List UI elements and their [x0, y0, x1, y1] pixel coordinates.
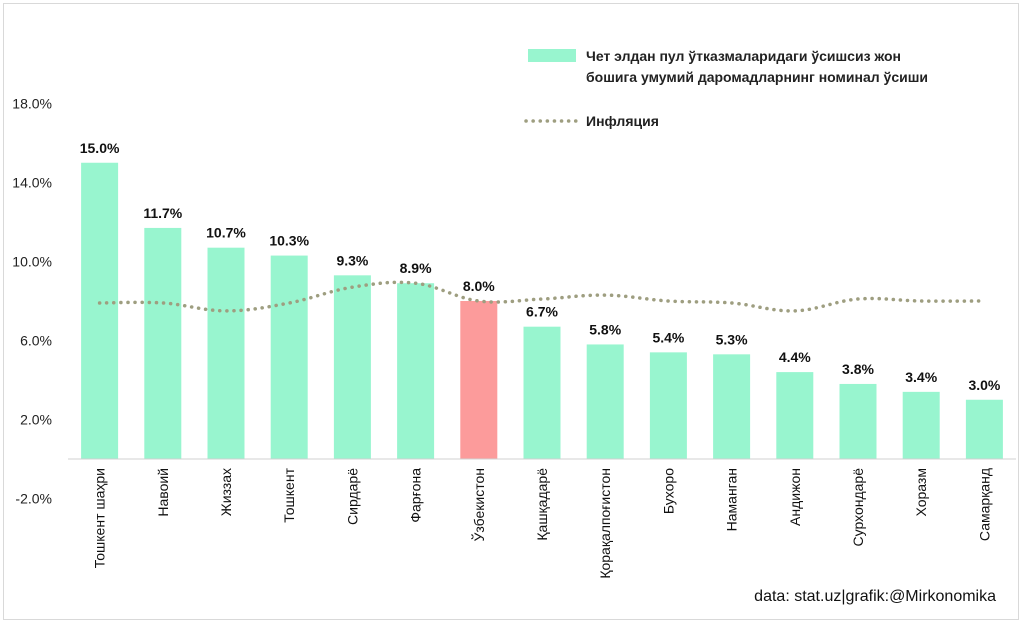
x-tick-label: Наманган	[724, 468, 740, 531]
data-label: 5.8%	[589, 321, 621, 337]
bar	[271, 256, 308, 459]
y-tick-label: 14.0%	[12, 175, 52, 191]
bar	[208, 248, 245, 459]
y-axis: -2.0% 2.0% 6.0% 10.0% 14.0% 18.0%	[12, 96, 52, 507]
x-tick-label: Навоий	[155, 468, 171, 517]
legend-bar-swatch	[528, 49, 576, 62]
data-label: 5.3%	[716, 331, 748, 347]
x-tick-label: Фарғона	[408, 468, 424, 523]
x-tick-label: Самарқанд	[976, 468, 992, 541]
x-tick-label: Ўзбекистон	[470, 468, 487, 542]
bar	[397, 283, 434, 459]
x-tick-label: Бухоро	[660, 468, 676, 514]
bar	[81, 163, 118, 459]
y-tick-label: 10.0%	[12, 254, 52, 270]
x-tick-label: Сурхондарё	[850, 468, 866, 547]
bar	[334, 275, 371, 459]
data-label: 10.3%	[269, 233, 309, 249]
x-tick-label: Хоразм	[913, 468, 929, 516]
y-tick-label: 6.0%	[20, 333, 52, 349]
bar	[713, 354, 750, 459]
x-tick-label: Тошкент шаҳри	[92, 468, 108, 568]
legend-bar-label-line2: бошига умумий даромадларнинг номинал ўси…	[586, 69, 928, 85]
data-label: 10.7%	[206, 225, 246, 241]
data-label: 4.4%	[779, 349, 811, 365]
bar	[144, 228, 181, 459]
bar	[776, 372, 813, 459]
legend-bar-label-line1: Чет элдан пул ўтказмаларидаги ўсишсиз жо…	[586, 48, 901, 64]
data-label: 3.4%	[905, 369, 937, 385]
legend: Чет элдан пул ўтказмаларидаги ўсишсиз жо…	[526, 48, 928, 129]
x-tick-label: Андижон	[787, 468, 803, 526]
bar	[840, 384, 877, 459]
bar	[903, 392, 940, 459]
bar	[587, 344, 624, 459]
source-note: data: stat.uz|grafik:@Mirkonomika	[754, 588, 996, 605]
data-label: 8.9%	[400, 260, 432, 276]
x-tick-label: Сирдарё	[344, 468, 360, 525]
data-label: 11.7%	[143, 205, 182, 221]
data-label: 3.8%	[842, 361, 874, 377]
data-label: 9.3%	[336, 252, 368, 268]
x-tick-label: Қашқадарё	[534, 468, 550, 541]
x-tick-label: Жиззах	[218, 468, 234, 516]
y-tick-label: 2.0%	[20, 412, 52, 428]
legend-inflation-label: Инфляция	[586, 113, 659, 129]
data-label: 15.0%	[80, 140, 120, 156]
data-label: 8.0%	[463, 278, 495, 294]
bar	[966, 400, 1003, 459]
x-axis: Тошкент шаҳри Навоий Жиззах Тошкент Сирдарё Ф…	[92, 467, 993, 578]
y-tick-label: -2.0%	[15, 491, 52, 507]
x-tick-label: Қорақалпоғистон	[597, 468, 613, 579]
bar	[460, 301, 497, 459]
y-tick-label: 18.0%	[12, 96, 52, 112]
bar	[650, 352, 687, 459]
data-label: 6.7%	[526, 304, 558, 320]
data-label: 5.4%	[652, 329, 684, 345]
x-tick-label: Тошкент	[281, 467, 297, 522]
data-label: 3.0%	[968, 377, 1000, 393]
bar	[524, 327, 561, 459]
